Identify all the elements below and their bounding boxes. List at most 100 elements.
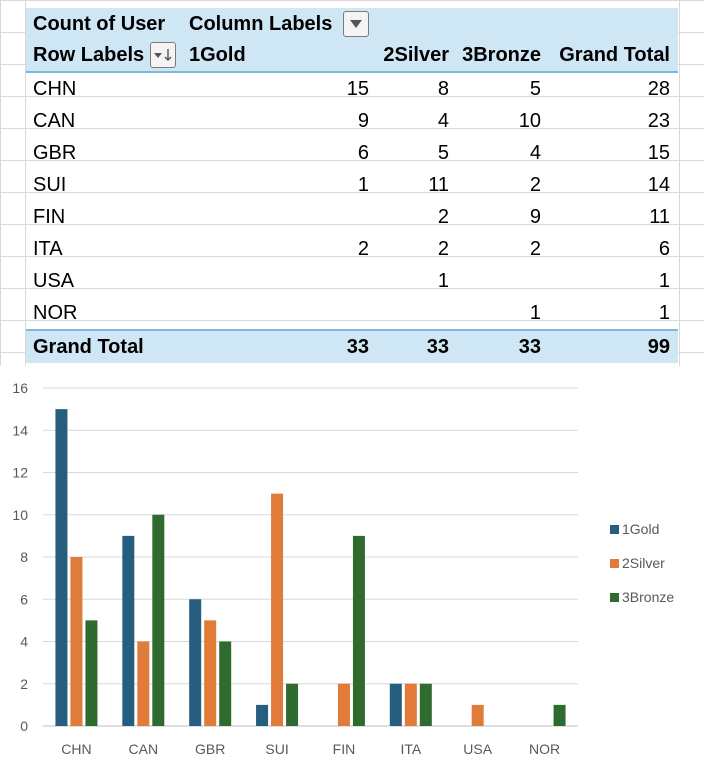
y-tick-label: 4 bbox=[20, 634, 28, 650]
bar-2silver-sui bbox=[271, 493, 284, 726]
bar-2silver-gbr bbox=[204, 620, 217, 726]
row-label: CHN bbox=[33, 77, 77, 100]
silver-cell: 2 bbox=[437, 237, 449, 260]
bar-3bronze-nor bbox=[553, 704, 566, 726]
legend-swatch bbox=[610, 593, 619, 602]
silver-cell: 2 bbox=[437, 205, 449, 228]
y-tick-label: 0 bbox=[20, 718, 28, 734]
y-tick-label: 12 bbox=[12, 465, 28, 481]
bronze-cell: 2 bbox=[529, 173, 541, 196]
gold-cell bbox=[189, 265, 369, 297]
x-tick-label: CHN bbox=[61, 741, 91, 757]
gold-cell bbox=[189, 201, 369, 233]
x-tick-label: GBR bbox=[195, 741, 225, 757]
bar-1gold-sui bbox=[256, 704, 269, 726]
clustered-column-chart[interactable]: 0 2 4 6 8 10 12 14 16 CHN CAN GBR SUI FIN ITA USA NOR 1Go… bbox=[0, 366, 704, 770]
bar-2silver-can bbox=[137, 641, 150, 726]
silver-cell bbox=[369, 297, 449, 329]
silver-cell: 5 bbox=[437, 141, 449, 164]
total-cell: 15 bbox=[647, 141, 670, 164]
sort-descending-filter-icon bbox=[154, 49, 172, 61]
table-row: CHN 15 8 5 28 bbox=[26, 73, 678, 105]
column-header-grand-total: Grand Total bbox=[559, 44, 670, 66]
grand-total-row: Grand Total 33 33 33 99 bbox=[26, 329, 678, 363]
column-header-bronze: 3Bronze bbox=[462, 44, 541, 66]
y-tick-label: 8 bbox=[20, 549, 28, 565]
y-tick-label: 2 bbox=[20, 676, 28, 692]
bar-3bronze-ita bbox=[419, 683, 432, 726]
bar-3bronze-chn bbox=[85, 620, 98, 726]
bar-1gold-gbr bbox=[189, 599, 202, 726]
total-cell: 1 bbox=[658, 301, 670, 324]
bronze-cell: 1 bbox=[529, 301, 541, 324]
y-tick-label: 16 bbox=[12, 380, 28, 396]
y-tick-label: 10 bbox=[12, 507, 28, 523]
row-sort-filter-button[interactable] bbox=[150, 42, 176, 68]
gold-cell: 9 bbox=[357, 109, 369, 132]
row-label: USA bbox=[33, 269, 75, 292]
legend-entry: 3Bronze bbox=[622, 589, 674, 605]
table-row: CAN 9 4 10 23 bbox=[26, 105, 678, 137]
bar-1gold-ita bbox=[389, 683, 402, 726]
pivot-column-header-row: Row Labels 1Gold 2Silver 3Bronze Grand T… bbox=[26, 40, 678, 73]
gold-total: 33 bbox=[346, 335, 369, 358]
row-labels-header[interactable]: Row Labels bbox=[33, 44, 145, 66]
bronze-cell: 10 bbox=[518, 109, 541, 132]
bronze-cell: 5 bbox=[529, 77, 541, 100]
x-tick-label: ITA bbox=[400, 741, 421, 757]
x-tick-label: USA bbox=[463, 741, 492, 757]
row-label: CAN bbox=[33, 109, 76, 132]
silver-cell: 4 bbox=[437, 109, 449, 132]
row-label: ITA bbox=[33, 237, 63, 260]
total-cell: 23 bbox=[647, 109, 670, 132]
legend-swatch bbox=[610, 525, 619, 534]
bar-3bronze-gbr bbox=[219, 641, 232, 726]
grand-total-label: Grand Total bbox=[33, 335, 144, 358]
chart-canvas: 0 2 4 6 8 10 12 14 16 CHN CAN GBR SUI FIN ITA USA NOR 1Go… bbox=[12, 380, 674, 757]
column-header-gold: 1Gold bbox=[189, 44, 246, 66]
total-cell: 28 bbox=[647, 77, 670, 100]
gold-cell: 2 bbox=[357, 237, 369, 260]
x-tick-label: FIN bbox=[333, 741, 356, 757]
table-row: ITA 2 2 2 6 bbox=[26, 233, 678, 265]
chevron-down-icon bbox=[350, 20, 362, 28]
row-label: SUI bbox=[33, 173, 67, 196]
pivot-header-row: Count of User Column Labels bbox=[26, 8, 678, 40]
total-cell: 11 bbox=[649, 205, 670, 228]
bar-1gold-can bbox=[122, 535, 135, 726]
silver-total: 33 bbox=[426, 335, 449, 358]
bar-2silver-usa bbox=[471, 704, 484, 726]
gold-cell bbox=[189, 297, 369, 329]
bar-2silver-chn bbox=[70, 557, 83, 726]
silver-cell: 1 bbox=[437, 269, 449, 292]
y-tick-label: 14 bbox=[12, 422, 28, 438]
gold-cell: 15 bbox=[346, 77, 369, 100]
table-row: USA 1 1 bbox=[26, 265, 678, 297]
x-tick-label: NOR bbox=[529, 741, 560, 757]
column-filter-button[interactable] bbox=[343, 11, 369, 37]
gold-cell: 6 bbox=[357, 141, 369, 164]
column-labels-header[interactable]: Column Labels bbox=[189, 12, 333, 35]
bar-2silver-fin bbox=[337, 683, 350, 726]
table-row: NOR 1 1 bbox=[26, 297, 678, 329]
gold-cell: 1 bbox=[357, 173, 369, 196]
row-label: NOR bbox=[33, 301, 78, 324]
bronze-cell: 2 bbox=[529, 237, 541, 260]
silver-cell: 11 bbox=[428, 173, 449, 196]
pivot-table: Count of User Column Labels Row Labels 1… bbox=[26, 8, 678, 363]
total-cell: 14 bbox=[647, 173, 670, 196]
value-field-header[interactable]: Count of User bbox=[33, 12, 166, 35]
row-label: GBR bbox=[33, 141, 77, 164]
bar-3bronze-sui bbox=[286, 683, 299, 726]
grid-column-line bbox=[25, 0, 26, 366]
legend-swatch bbox=[610, 559, 619, 568]
grid-column-line bbox=[679, 0, 680, 366]
row-label: FIN bbox=[33, 205, 66, 228]
bar-1gold-chn bbox=[55, 409, 68, 726]
total-cell: 1 bbox=[658, 269, 670, 292]
table-row: SUI 1 11 2 14 bbox=[26, 169, 678, 201]
bar-2silver-ita bbox=[404, 683, 417, 726]
grand-total-value: 99 bbox=[647, 335, 670, 358]
bar-3bronze-can bbox=[152, 514, 165, 726]
legend-entry: 2Silver bbox=[622, 555, 665, 571]
